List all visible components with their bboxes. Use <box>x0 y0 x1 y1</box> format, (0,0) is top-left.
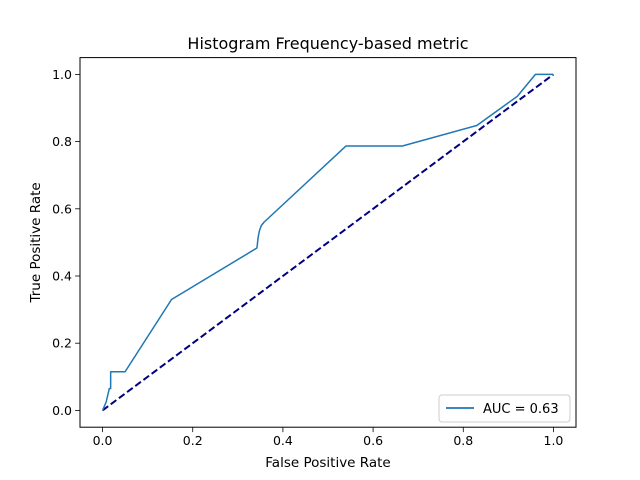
x-tick-label: 0.8 <box>453 433 473 448</box>
y-tick-label: 0.6 <box>52 201 72 216</box>
y-axis-label: True Positive Rate <box>28 182 44 303</box>
x-axis-label: False Positive Rate <box>265 455 390 471</box>
y-tick-label: 0.0 <box>52 403 72 418</box>
y-tick-label: 0.4 <box>52 269 72 284</box>
series-layer <box>101 73 555 412</box>
legend: AUC = 0.63 <box>438 394 571 423</box>
x-tick-label: 0.2 <box>183 433 203 448</box>
chance-diagonal-line <box>101 73 555 412</box>
x-tick-label: 0.6 <box>363 433 383 448</box>
axis-layer: 0.0 0.2 0.4 0.6 0.8 1.0 0.0 0.2 0.4 0.6 0.8 1.0 <box>52 67 563 448</box>
y-tick-label: 0.2 <box>52 336 72 351</box>
chart-title: Histogram Frequency-based metric <box>187 34 468 53</box>
y-tick-label: 1.0 <box>52 67 72 82</box>
x-tick-label: 1.0 <box>544 433 564 448</box>
plot-frame <box>79 57 577 428</box>
legend-label: AUC = 0.63 <box>483 402 559 417</box>
x-tick-label: 0.0 <box>93 433 113 448</box>
x-tick-label: 0.4 <box>273 433 293 448</box>
roc-curve-line <box>101 73 554 411</box>
y-tick-label: 0.8 <box>52 134 72 149</box>
legend-box <box>438 394 571 423</box>
